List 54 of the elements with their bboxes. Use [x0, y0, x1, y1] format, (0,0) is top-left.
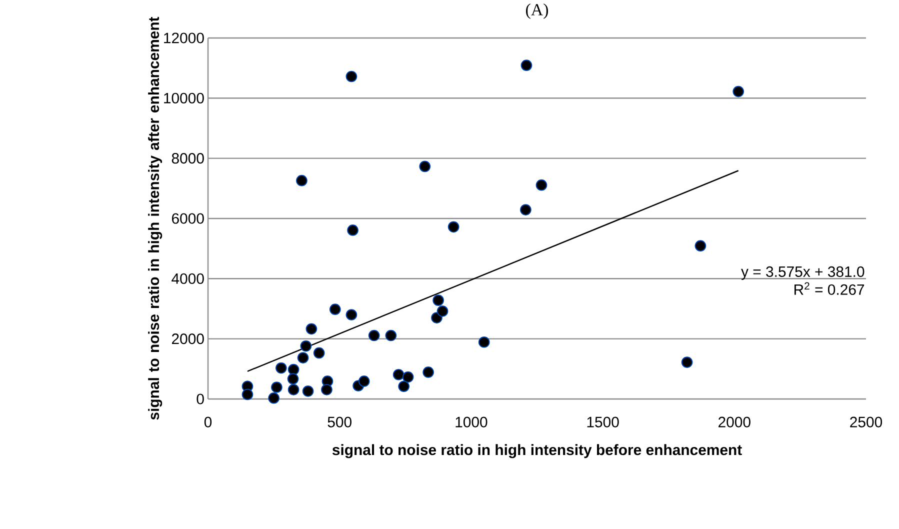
point — [288, 384, 300, 396]
point — [448, 221, 460, 233]
y-tick-label: 4000 — [172, 273, 204, 284]
point — [368, 330, 380, 342]
point — [520, 204, 532, 216]
point — [536, 179, 548, 191]
point — [300, 340, 312, 352]
point — [268, 392, 280, 404]
y-tick-label: 12000 — [164, 32, 204, 44]
point — [271, 382, 282, 393]
point — [306, 323, 318, 335]
y-axis-title: signal to noise ratio in high intensity after enhancement — [148, 16, 162, 420]
point — [358, 376, 370, 387]
point — [346, 70, 358, 82]
y-tick-label: 0 — [196, 394, 204, 404]
point — [422, 366, 434, 378]
point — [276, 362, 287, 374]
y-tick-label: 8000 — [172, 153, 204, 164]
point — [346, 309, 358, 320]
chart-title: (A) — [526, 4, 548, 19]
point — [520, 60, 532, 72]
x-tick-label: 2000 — [718, 416, 750, 428]
y-tick-label: 2000 — [172, 334, 204, 344]
x-tick-label: 0 — [204, 416, 212, 428]
point — [694, 240, 706, 252]
point — [402, 371, 414, 383]
x-tick-label: 1000 — [456, 416, 488, 428]
point — [329, 304, 341, 316]
point — [385, 330, 397, 342]
x-tick-label: 2500 — [850, 416, 882, 428]
point — [436, 305, 448, 317]
y-tick-label: 10000 — [164, 92, 204, 104]
point — [242, 388, 254, 400]
point — [732, 86, 744, 98]
point — [347, 224, 358, 236]
annotation: R$^{2}$ = 0.267 — [794, 282, 864, 295]
x-tick-label: 500 — [328, 416, 352, 428]
point — [681, 356, 693, 368]
point — [478, 336, 490, 348]
point — [297, 352, 309, 364]
point — [432, 294, 444, 306]
point — [313, 347, 325, 359]
point — [398, 380, 410, 392]
x-axis-title: signal to noise ratio in high intensity before enhancement — [332, 444, 742, 458]
x-tick-label: 1500 — [587, 416, 619, 428]
point — [321, 384, 332, 396]
point — [288, 364, 300, 376]
point — [419, 160, 431, 172]
point — [296, 174, 308, 186]
point — [392, 368, 404, 380]
y-tick-label: 6000 — [172, 213, 204, 224]
point — [287, 373, 299, 385]
point — [302, 385, 314, 397]
annotation: y = 3.575x + 381.0 — [741, 266, 864, 280]
